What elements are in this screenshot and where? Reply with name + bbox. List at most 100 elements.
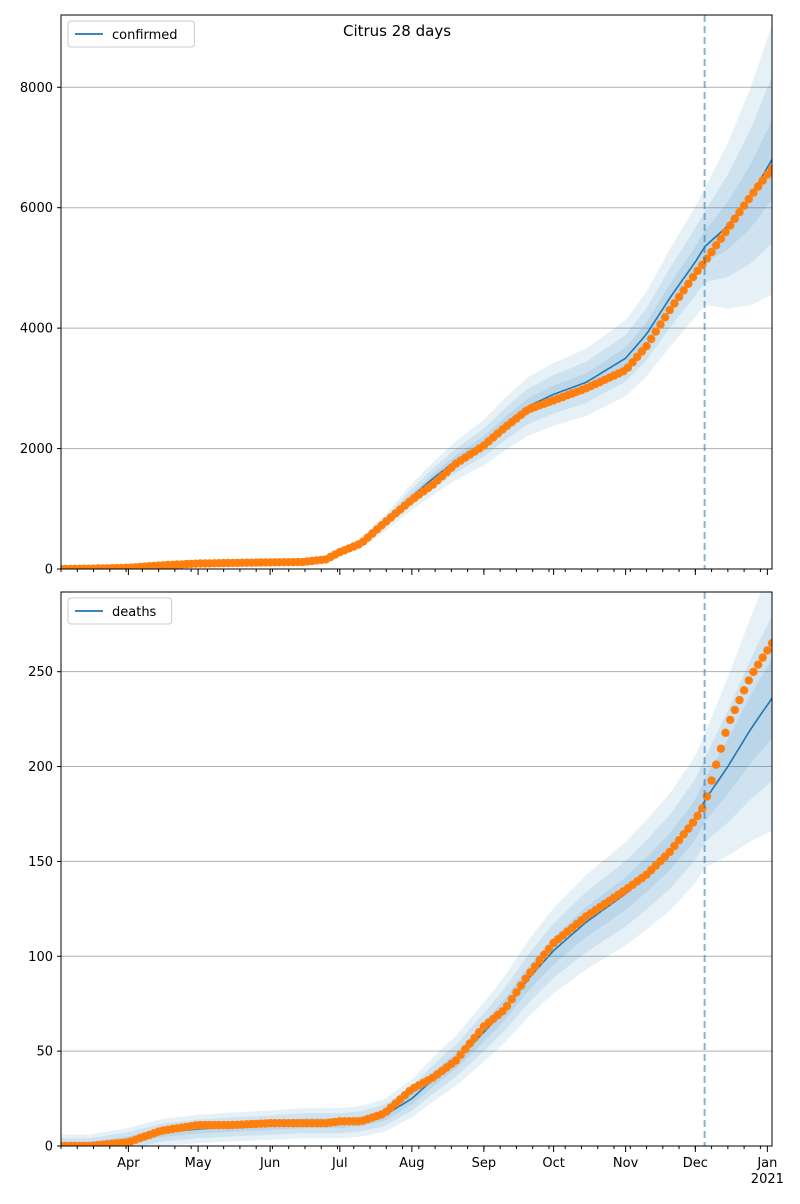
data-point — [753, 182, 763, 191]
data-point — [721, 728, 730, 737]
data-point — [712, 760, 721, 769]
plot-area — [61, 592, 772, 1146]
x-tick-label: Aug — [399, 1156, 424, 1171]
data-point — [461, 1045, 470, 1054]
x-tick-label: Jan — [756, 1156, 777, 1171]
y-tick-label: 2000 — [20, 442, 53, 457]
x-tick-label: Oct — [542, 1156, 564, 1171]
data-point — [767, 164, 772, 173]
data-point — [540, 950, 549, 959]
x-tick-label: Jun — [259, 1156, 280, 1171]
data-point — [465, 1039, 475, 1048]
axes-frame — [60, 591, 773, 1147]
data-point — [679, 830, 688, 839]
data-point — [716, 234, 726, 243]
data-point — [456, 1050, 465, 1060]
data-point — [735, 208, 744, 217]
x-tick-label: Sep — [472, 1156, 497, 1171]
data-point — [651, 327, 660, 336]
data-point — [716, 744, 726, 753]
data-point — [516, 981, 526, 990]
data-point — [744, 676, 753, 685]
x-tick-label: May — [185, 1156, 212, 1171]
data-point — [656, 320, 665, 329]
x-tick-label: Jul — [331, 1156, 348, 1171]
data-point — [535, 956, 544, 965]
data-point — [512, 988, 521, 997]
data-point — [526, 968, 535, 977]
data-point — [749, 188, 758, 197]
data-point — [712, 241, 721, 250]
figure-title: Citrus 28 days — [343, 22, 451, 40]
y-tick-label: 0 — [45, 1140, 53, 1155]
plot-area — [61, 24, 772, 569]
data-point — [749, 667, 758, 677]
data-point — [707, 247, 716, 257]
y-tick-label: 250 — [28, 665, 53, 680]
data-point — [544, 944, 554, 954]
data-point — [726, 221, 735, 230]
data-point — [647, 334, 656, 344]
legend: confirmed — [67, 20, 195, 48]
data-point — [665, 847, 674, 857]
data-point — [660, 313, 670, 322]
data-point — [665, 305, 674, 315]
data-point — [642, 342, 651, 351]
data-point — [684, 279, 693, 288]
data-point — [670, 841, 679, 851]
y-tick-label: 100 — [28, 950, 53, 965]
data-point — [753, 660, 763, 669]
legend-frame — [67, 20, 195, 48]
data-point — [688, 818, 698, 827]
uncertainty-band-1 — [61, 592, 772, 1146]
data-point — [693, 266, 702, 276]
legend-label: deaths — [112, 605, 157, 620]
y-tick-label: 50 — [36, 1045, 53, 1060]
y-tick-label: 150 — [28, 855, 53, 870]
y-tick-label: 6000 — [20, 201, 53, 216]
data-point — [507, 995, 516, 1004]
data-point — [475, 1028, 484, 1037]
data-point — [633, 352, 642, 362]
uncertainty-band-2 — [61, 615, 772, 1146]
data-point — [502, 1001, 512, 1011]
data-point — [763, 170, 772, 179]
data-point — [744, 194, 753, 204]
data-point — [739, 686, 749, 695]
data-point — [721, 227, 730, 237]
legend: deaths — [67, 597, 173, 625]
data-point — [521, 974, 530, 983]
confirmed-panel: 0 2000 4000 6000 8000 confirmed — [20, 14, 773, 578]
deaths-panel: 0 50 100 150 200 250 Apr May Jun Jul Aug Sep Oct Nov D… — [28, 591, 784, 1187]
y-tick-label: 0 — [45, 563, 53, 578]
y-tick-label: 200 — [28, 760, 53, 775]
legend-label: confirmed — [112, 28, 178, 43]
x-tick-label: Apr — [117, 1156, 140, 1171]
x-tick-label: Dec — [683, 1156, 708, 1171]
data-point — [674, 836, 684, 845]
y-tick-label: 8000 — [20, 81, 53, 96]
data-point — [679, 286, 688, 295]
data-point — [735, 695, 744, 705]
data-point — [739, 201, 749, 210]
legend-frame — [67, 597, 173, 625]
data-point — [730, 705, 739, 715]
data-point — [451, 1056, 461, 1065]
x-tick-label: Nov — [613, 1156, 639, 1171]
y-tick-label: 4000 — [20, 322, 53, 337]
data-point — [670, 299, 679, 308]
data-point — [767, 639, 772, 648]
data-point — [530, 962, 540, 971]
data-point — [470, 1033, 479, 1043]
data-point — [726, 715, 735, 725]
x-tick-year-label: 2021 — [751, 1172, 784, 1187]
uncertainty-band-3 — [61, 658, 772, 1146]
uncertainty-band-3 — [61, 119, 772, 569]
data-point — [707, 776, 716, 785]
data-point — [688, 273, 698, 282]
data-point — [730, 214, 739, 223]
axes-frame — [60, 14, 773, 570]
data-point — [758, 653, 767, 662]
